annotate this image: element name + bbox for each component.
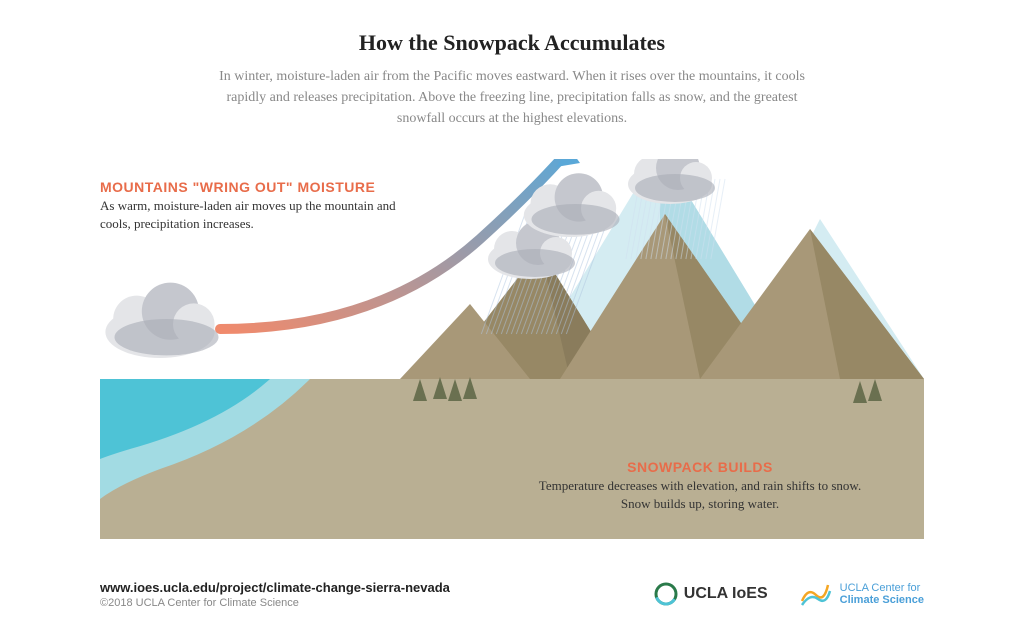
label-wring-title: MOUNTAINS "WRING OUT" MOISTURE	[100, 179, 410, 195]
page-subtitle: In winter, moisture-laden air from the P…	[202, 66, 822, 129]
label-wring-text: As warm, moisture-laden air moves up the…	[100, 197, 410, 233]
logo-climate-icon	[798, 577, 832, 611]
diagram-area: MOUNTAINS "WRING OUT" MOISTURE As warm, …	[100, 159, 924, 539]
logo-ioes-icon	[654, 582, 678, 606]
logo-climate-science: UCLA Center for Climate Science	[798, 577, 924, 611]
logo2-line2: Climate Science	[840, 594, 924, 606]
footer-url: www.ioes.ucla.edu/project/climate-change…	[100, 580, 450, 595]
logo2-line1: UCLA Center for	[840, 582, 924, 594]
footer-copyright: ©2018 UCLA Center for Climate Science	[100, 597, 450, 609]
page-title: How the Snowpack Accumulates	[100, 30, 924, 56]
label-snowpack-text: Temperature decreases with elevation, an…	[530, 477, 870, 513]
footer: www.ioes.ucla.edu/project/climate-change…	[100, 577, 924, 611]
logo-ioes: UCLA IoES	[654, 582, 768, 606]
label-wring: MOUNTAINS "WRING OUT" MOISTURE As warm, …	[100, 179, 410, 233]
label-snowpack-title: SNOWPACK BUILDS	[530, 459, 870, 475]
label-snowpack: SNOWPACK BUILDS Temperature decreases wi…	[530, 459, 870, 513]
